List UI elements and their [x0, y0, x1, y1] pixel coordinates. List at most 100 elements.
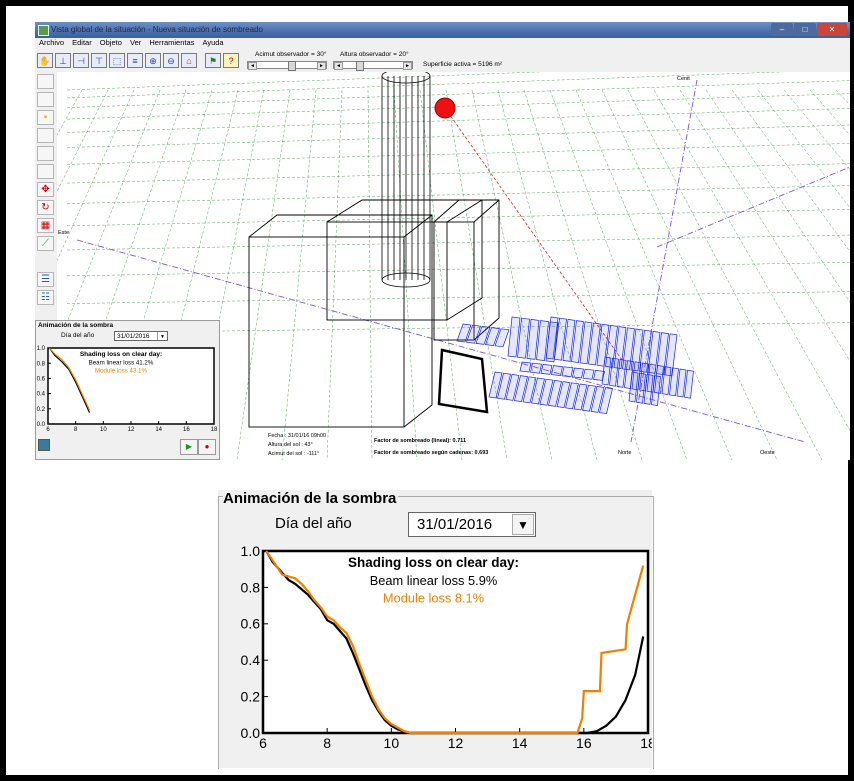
panel-border — [218, 496, 654, 769]
pv-module — [601, 356, 612, 386]
view-list-icon[interactable]: ≡ — [127, 53, 143, 68]
grid-line — [66, 262, 850, 277]
azimuth-left-arrow[interactable]: ◄ — [248, 62, 257, 70]
line-icon[interactable]: ⟋ — [37, 236, 54, 251]
maximize-button[interactable]: □ — [794, 23, 816, 36]
building-right — [433, 199, 500, 341]
move-icon[interactable]: ✥ — [37, 182, 54, 197]
hand-icon[interactable]: ✋ — [37, 53, 53, 68]
menu-objeto[interactable]: Objeto — [99, 38, 122, 47]
tool-3-icon[interactable]: ▪ — [37, 110, 54, 125]
pv-module — [590, 386, 605, 413]
view-front-icon[interactable]: ⊥ — [55, 53, 71, 68]
y-tick-label: 0.0 — [37, 422, 46, 428]
minimize-button[interactable]: ‒ — [771, 23, 793, 36]
grid-line — [575, 89, 733, 460]
grid-line — [57, 89, 135, 262]
azimuth-slider[interactable]: ◄ ► — [247, 61, 327, 71]
toolbar: ✋ ⊥ ⊣ ⊤ ⬚ ≡ ⊕ ⊖ ⌂ ⚑ ? Acimut observador … — [35, 50, 850, 73]
date-select-large[interactable]: 31/01/2016 ▼ — [408, 512, 536, 537]
close-button[interactable]: ✕ — [817, 23, 847, 36]
tool-2-icon[interactable] — [37, 92, 54, 107]
grid-line — [471, 89, 553, 460]
pv-module — [613, 326, 627, 369]
zoom-in-icon[interactable]: ⊕ — [145, 53, 161, 68]
sun-ray — [444, 107, 623, 361]
east-west-axis — [76, 239, 806, 443]
chevron-down-icon[interactable]: ▼ — [157, 332, 167, 340]
tool-1-icon[interactable] — [37, 74, 54, 89]
height-slider-thumb[interactable] — [356, 61, 364, 71]
layers-icon[interactable]: ☰ — [37, 272, 54, 287]
view-top-icon[interactable]: ⊤ — [91, 53, 107, 68]
title-bar[interactable]: Vista global de la situación - Nueva sit… — [35, 22, 850, 38]
help-icon[interactable]: ? — [223, 53, 239, 68]
grid-line — [445, 89, 508, 460]
box-back — [433, 199, 500, 341]
layers-2-icon[interactable]: ☷ — [37, 290, 54, 305]
box-front — [433, 221, 475, 341]
view-side-icon[interactable]: ⊣ — [73, 53, 89, 68]
box-back — [248, 214, 433, 428]
x-tick-label: 12 — [128, 427, 135, 433]
azimuth-right-arrow[interactable]: ► — [317, 62, 326, 70]
west-label: Oeste — [760, 450, 775, 456]
pv-module — [630, 328, 644, 372]
export-icon[interactable] — [38, 439, 50, 451]
sun-azimuth-info: Acimut del sol : -111° — [268, 451, 320, 457]
zoom-out-icon[interactable]: ⊖ — [163, 53, 179, 68]
height-left-arrow[interactable]: ◄ — [334, 62, 343, 70]
grid-line — [281, 89, 317, 460]
pv-module — [551, 365, 563, 376]
pv-module — [605, 325, 618, 368]
x-tick-label: 6 — [46, 427, 50, 433]
chevron-down-icon[interactable]: ▼ — [512, 514, 534, 535]
y-tick-label: 1.0 — [37, 346, 46, 352]
x-tick-label: 18 — [211, 427, 218, 433]
pv-module — [514, 375, 528, 402]
scene-3d — [57, 72, 850, 460]
beam-loss-line — [265, 550, 645, 735]
x-tick-label: 8 — [323, 735, 331, 751]
flag-icon[interactable]: ⚑ — [205, 53, 221, 68]
beam-loss-line — [48, 347, 91, 413]
play-button[interactable]: ▶ — [180, 439, 198, 455]
view-3d-icon[interactable]: ⬚ — [109, 53, 125, 68]
north-label: Norte — [618, 450, 632, 456]
menu-archivo[interactable]: Archivo — [39, 38, 65, 47]
east-label: Este — [58, 230, 70, 236]
pv-module — [540, 364, 553, 375]
box-front — [326, 221, 448, 321]
pv-module — [475, 326, 491, 345]
date-select-small[interactable]: 31/01/2016 ▼ — [114, 331, 168, 341]
grid-icon[interactable]: ▦ — [37, 218, 54, 233]
record-button[interactable]: ● — [198, 439, 216, 455]
grid-line — [549, 89, 688, 460]
pv-module — [545, 316, 559, 360]
pv-module — [531, 377, 545, 405]
grid-line — [66, 234, 850, 251]
tool-4-icon[interactable] — [37, 128, 54, 143]
y-tick-label: 0.0 — [241, 725, 261, 741]
azimuth-slider-thumb[interactable] — [288, 61, 296, 71]
grid-line — [57, 89, 161, 349]
pv-module — [485, 327, 500, 346]
height-slider[interactable]: ◄ ► — [333, 61, 413, 71]
house-icon[interactable]: ⌂ — [181, 53, 197, 68]
building-left — [248, 214, 433, 428]
y-tick-label: 0.6 — [37, 377, 46, 383]
pv-module — [582, 368, 595, 380]
pv-module — [669, 367, 679, 397]
pv-array — [456, 316, 694, 414]
pv-module — [588, 322, 601, 366]
menu-ver[interactable]: Ver — [130, 38, 142, 47]
menu-herramientas[interactable]: Herramientas — [149, 38, 195, 47]
pv-module — [536, 320, 549, 361]
height-right-arrow[interactable]: ► — [403, 62, 412, 70]
x-tick-label: 8 — [74, 427, 78, 433]
rotate-icon[interactable]: ↻ — [37, 200, 54, 215]
tool-5-icon[interactable] — [37, 146, 54, 161]
tool-6-icon[interactable] — [37, 164, 54, 179]
menu-editar[interactable]: Editar — [72, 38, 92, 47]
menu-ayuda[interactable]: Ayuda — [202, 38, 224, 47]
